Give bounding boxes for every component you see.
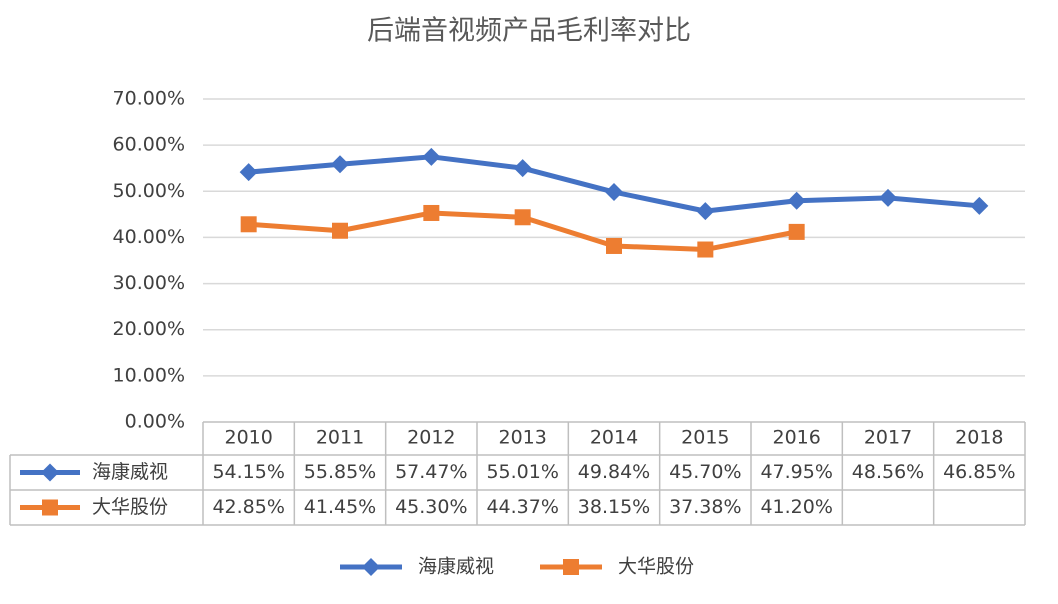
data-label: 47.95% xyxy=(760,461,832,483)
data-point xyxy=(879,188,897,207)
data-point xyxy=(332,222,348,239)
data-label: 42.85% xyxy=(212,496,284,518)
y-tick-label: 20.00% xyxy=(113,318,185,340)
x-tick-label: 2014 xyxy=(590,427,638,449)
y-tick-label: 40.00% xyxy=(113,226,185,248)
data-label: 41.20% xyxy=(760,496,832,518)
table-legend-marker xyxy=(42,499,58,516)
y-tick-label: 60.00% xyxy=(113,134,185,156)
data-label: 38.15% xyxy=(578,496,650,518)
y-tick-label: 30.00% xyxy=(113,272,185,294)
data-point xyxy=(514,209,531,226)
data-point xyxy=(240,216,257,233)
x-tick-label: 2017 xyxy=(864,427,912,449)
data-label: 57.47% xyxy=(395,461,467,483)
data-label: 37.38% xyxy=(669,496,741,518)
x-tick-label: 2011 xyxy=(316,427,364,449)
data-label: 41.45% xyxy=(304,496,376,518)
data-label: 46.85% xyxy=(943,461,1015,483)
data-point xyxy=(605,183,623,202)
data-point xyxy=(606,237,622,254)
data-label: 49.84% xyxy=(578,461,650,483)
data-label: 54.15% xyxy=(212,461,284,483)
data-point xyxy=(331,155,349,174)
x-tick-label: 2013 xyxy=(498,427,546,449)
data-label: 44.37% xyxy=(486,496,558,518)
y-tick-label: 10.00% xyxy=(113,364,185,386)
data-point xyxy=(697,241,714,258)
data-point xyxy=(513,159,532,178)
data-point xyxy=(970,196,989,215)
x-tick-label: 2015 xyxy=(681,427,729,449)
x-tick-label: 2018 xyxy=(955,427,1003,449)
data-point xyxy=(787,191,806,210)
table-series-name: 大华股份 xyxy=(92,496,168,518)
data-label: 45.30% xyxy=(395,496,467,518)
y-tick-label: 70.00% xyxy=(113,88,185,110)
data-label: 48.56% xyxy=(852,461,924,483)
legend-marker xyxy=(563,559,579,575)
data-point xyxy=(696,202,715,221)
legend-marker xyxy=(362,558,380,576)
y-tick-label: 50.00% xyxy=(113,180,185,202)
data-label: 55.01% xyxy=(486,461,558,483)
data-point xyxy=(788,223,805,240)
x-tick-label: 2016 xyxy=(772,427,820,449)
data-point xyxy=(239,163,258,182)
table-series-name: 海康威视 xyxy=(92,461,168,483)
data-point xyxy=(423,204,440,221)
data-point xyxy=(422,147,441,166)
data-label: 45.70% xyxy=(669,461,741,483)
y-tick-label: 0.00% xyxy=(125,411,185,433)
x-tick-label: 2010 xyxy=(224,427,272,449)
legend-label: 大华股份 xyxy=(618,556,694,578)
chart-title: 后端音视频产品毛利率对比 xyxy=(367,16,691,47)
legend-label: 海康威视 xyxy=(418,556,494,578)
table-legend-marker xyxy=(41,463,59,482)
data-label: 55.85% xyxy=(304,461,376,483)
x-tick-label: 2012 xyxy=(407,427,455,449)
